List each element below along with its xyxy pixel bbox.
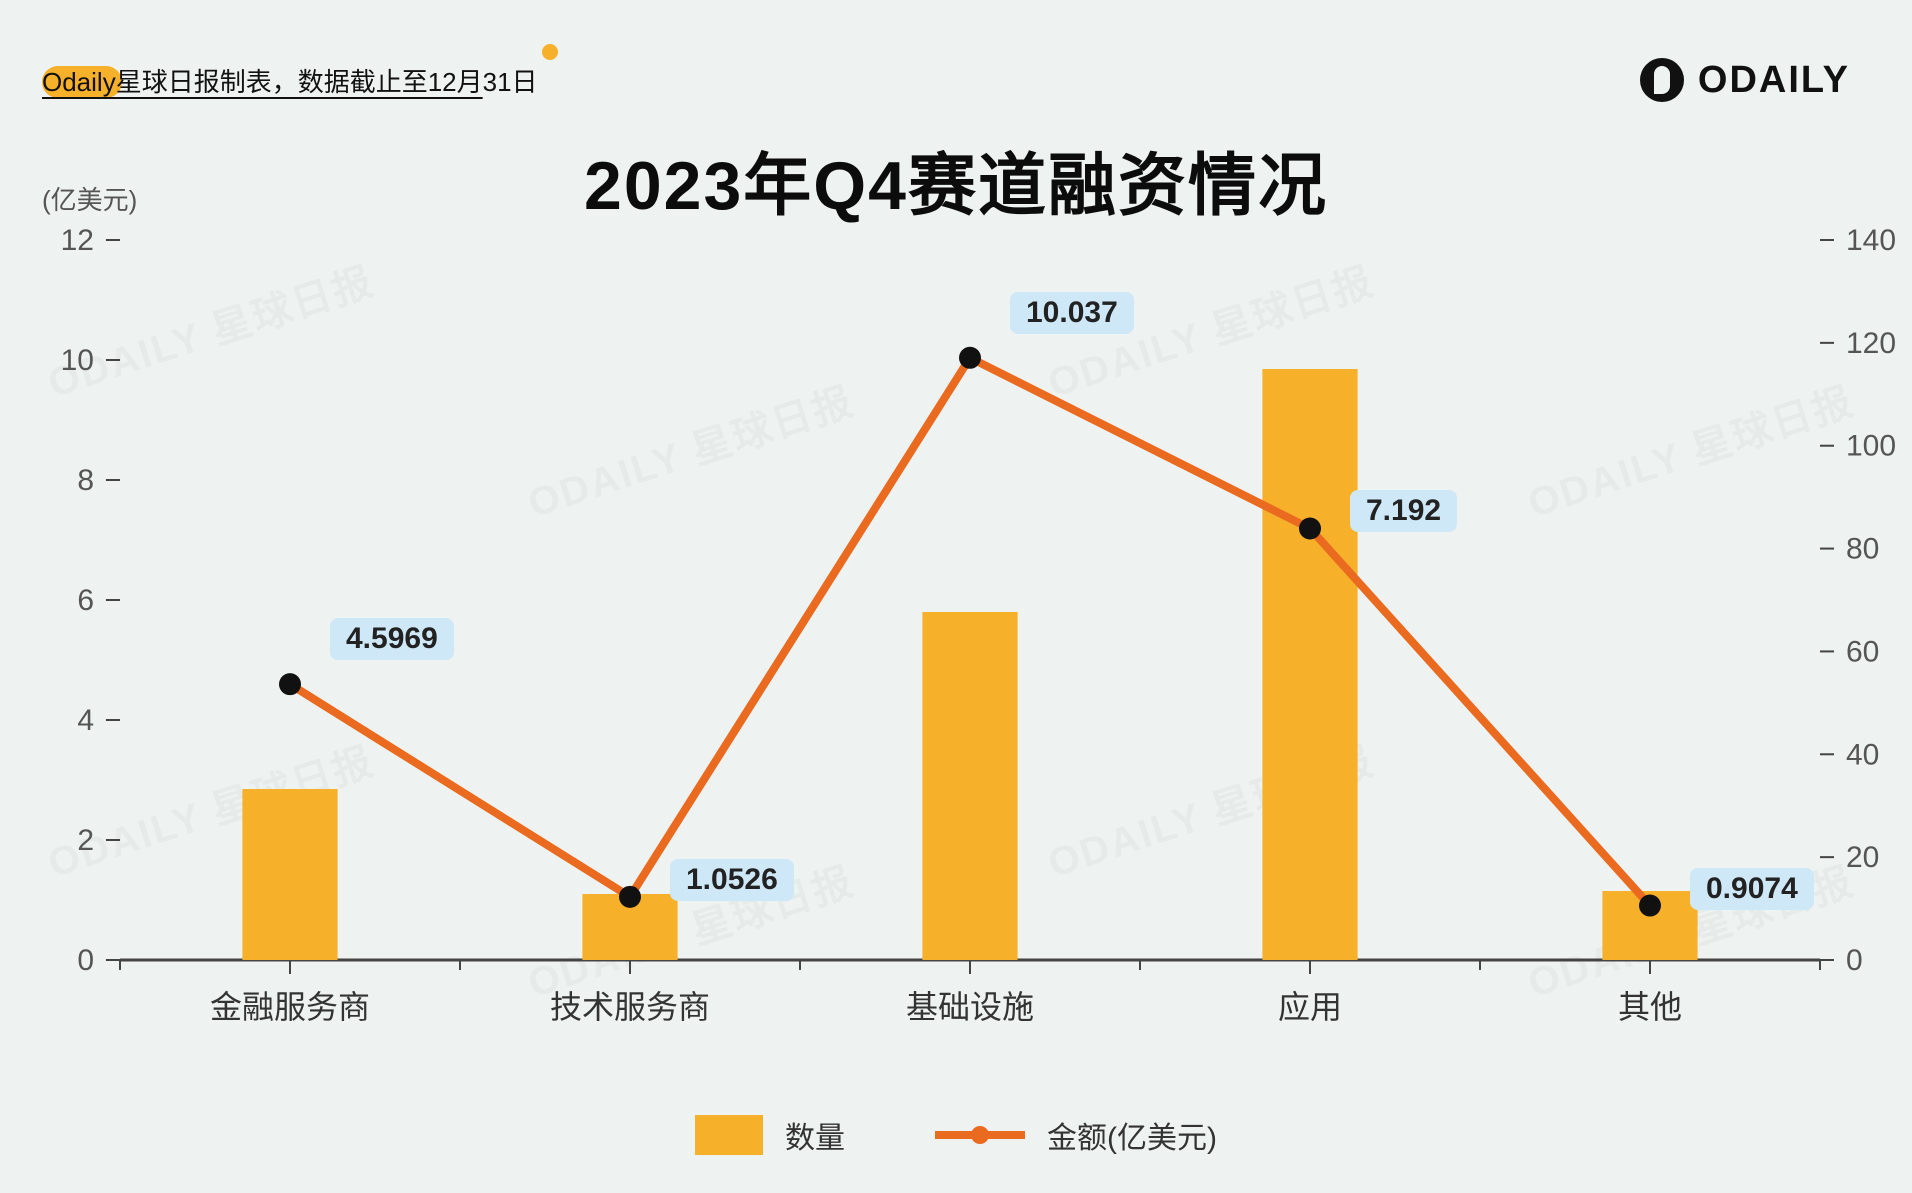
- bar: [242, 789, 337, 960]
- category-label: 基础设施: [906, 989, 1034, 1025]
- right-axis-tick-label: 60: [1846, 635, 1879, 668]
- right-axis-tick-label: 120: [1846, 327, 1896, 360]
- left-axis-tick-label: 10: [61, 344, 94, 377]
- line-data-label: 4.5969: [330, 618, 454, 660]
- header-caption-underlined: Odaily星球日报制表，数据截止至12月: [42, 67, 483, 97]
- left-axis-tick-label: 4: [77, 704, 94, 737]
- category-label: 技术服务商: [550, 989, 710, 1025]
- category-label: 其他: [1618, 989, 1682, 1025]
- left-axis-unit: (亿美元): [42, 180, 137, 217]
- category-label: 应用: [1278, 989, 1342, 1025]
- left-axis-tick-label: 8: [77, 464, 94, 497]
- bar: [922, 612, 1017, 960]
- line-marker: [1639, 895, 1661, 917]
- legend-line-label: 金额(亿美元): [1047, 1113, 1217, 1157]
- brand: ODAILY: [1640, 58, 1850, 102]
- left-axis-tick-label: 0: [77, 944, 94, 977]
- right-axis-tick-label: 20: [1846, 841, 1879, 874]
- line-data-label: 1.0526: [670, 859, 794, 901]
- header-caption: Odaily星球日报制表，数据截止至12月31日: [42, 62, 538, 99]
- line-marker: [279, 673, 301, 695]
- line-data-label: 0.9074: [1690, 868, 1814, 910]
- brand-logo-icon: [1640, 58, 1684, 102]
- legend: 数量 金额(亿美元): [0, 1113, 1912, 1157]
- left-axis-tick-label: 2: [77, 824, 94, 857]
- right-axis-tick-label: 0: [1846, 944, 1863, 977]
- line-data-label: 10.037: [1010, 292, 1134, 334]
- page: ODAILY 星球日报 ODAILY 星球日报 ODAILY 星球日报 ODAI…: [0, 0, 1912, 1193]
- category-label: 金融服务商: [210, 989, 370, 1025]
- right-axis-tick-label: 100: [1846, 430, 1896, 463]
- chart-title: 2023年Q4赛道融资情况: [0, 130, 1912, 229]
- line-marker: [1299, 517, 1321, 539]
- bar: [1262, 369, 1357, 960]
- header-caption-suffix: 31日: [483, 67, 538, 97]
- legend-bar-label: 数量: [785, 1113, 845, 1157]
- line-marker: [959, 347, 981, 369]
- line-data-label: 7.192: [1350, 490, 1457, 532]
- legend-bar-swatch: [695, 1115, 763, 1155]
- legend-item-line: 金额(亿美元): [935, 1113, 1217, 1157]
- right-axis-tick-label: 40: [1846, 738, 1879, 771]
- right-axis-tick-label: 80: [1846, 533, 1879, 566]
- line-marker: [619, 886, 641, 908]
- left-axis-tick-label: 6: [77, 584, 94, 617]
- legend-line-swatch: [935, 1131, 1025, 1139]
- legend-item-bar: 数量: [695, 1113, 845, 1157]
- brand-text: ODAILY: [1698, 59, 1850, 102]
